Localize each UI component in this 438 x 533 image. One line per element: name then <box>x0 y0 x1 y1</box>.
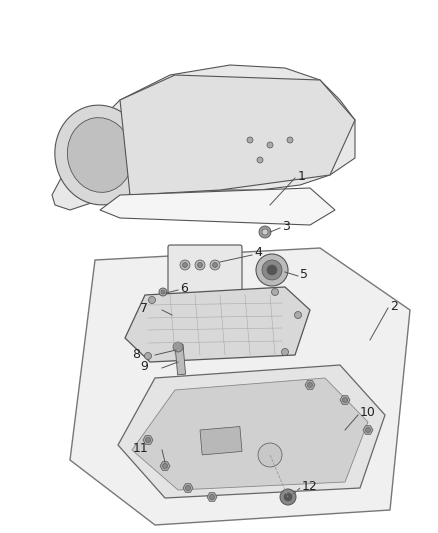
Ellipse shape <box>67 118 133 192</box>
Circle shape <box>210 260 220 270</box>
Text: 11: 11 <box>132 442 148 456</box>
Circle shape <box>365 427 371 432</box>
Circle shape <box>284 493 292 501</box>
Circle shape <box>145 352 152 359</box>
Circle shape <box>262 260 282 280</box>
Text: 5: 5 <box>300 268 308 280</box>
Circle shape <box>280 489 296 505</box>
Polygon shape <box>340 395 350 405</box>
Polygon shape <box>118 365 385 498</box>
Circle shape <box>198 262 202 268</box>
Polygon shape <box>160 462 170 470</box>
Polygon shape <box>125 287 310 362</box>
Bar <box>175 344 186 375</box>
Circle shape <box>267 265 277 275</box>
Circle shape <box>287 137 293 143</box>
Circle shape <box>259 226 271 238</box>
Text: 12: 12 <box>302 480 318 492</box>
Circle shape <box>148 296 155 303</box>
Circle shape <box>272 288 279 295</box>
Bar <box>200 426 242 455</box>
Circle shape <box>209 495 215 499</box>
Polygon shape <box>120 75 355 195</box>
Circle shape <box>159 288 167 296</box>
Ellipse shape <box>55 105 145 205</box>
Circle shape <box>183 262 187 268</box>
Circle shape <box>267 142 273 148</box>
Polygon shape <box>363 426 373 434</box>
Circle shape <box>262 229 268 235</box>
Circle shape <box>307 383 312 387</box>
Circle shape <box>173 342 183 352</box>
Circle shape <box>247 137 253 143</box>
Circle shape <box>195 260 205 270</box>
Circle shape <box>212 262 218 268</box>
Polygon shape <box>70 248 410 525</box>
Circle shape <box>258 443 282 467</box>
Text: 8: 8 <box>132 348 140 360</box>
Circle shape <box>294 311 301 319</box>
Circle shape <box>180 260 190 270</box>
Circle shape <box>145 438 151 442</box>
Circle shape <box>282 349 289 356</box>
Polygon shape <box>100 188 335 225</box>
Circle shape <box>257 157 263 163</box>
Polygon shape <box>207 492 217 502</box>
Polygon shape <box>183 483 193 492</box>
Text: 9: 9 <box>140 360 148 374</box>
Text: 7: 7 <box>140 302 148 314</box>
Circle shape <box>186 486 191 490</box>
Polygon shape <box>305 381 315 389</box>
Circle shape <box>161 290 165 294</box>
Polygon shape <box>52 65 355 210</box>
Text: 6: 6 <box>180 281 188 295</box>
Text: 2: 2 <box>390 300 398 312</box>
Text: 4: 4 <box>254 246 262 260</box>
Text: 10: 10 <box>360 407 376 419</box>
Text: 1: 1 <box>298 169 306 182</box>
Polygon shape <box>143 435 153 445</box>
Circle shape <box>256 254 288 286</box>
Polygon shape <box>132 378 368 490</box>
Circle shape <box>343 398 347 402</box>
Text: 3: 3 <box>282 220 290 232</box>
FancyBboxPatch shape <box>168 245 242 294</box>
Circle shape <box>162 464 167 469</box>
